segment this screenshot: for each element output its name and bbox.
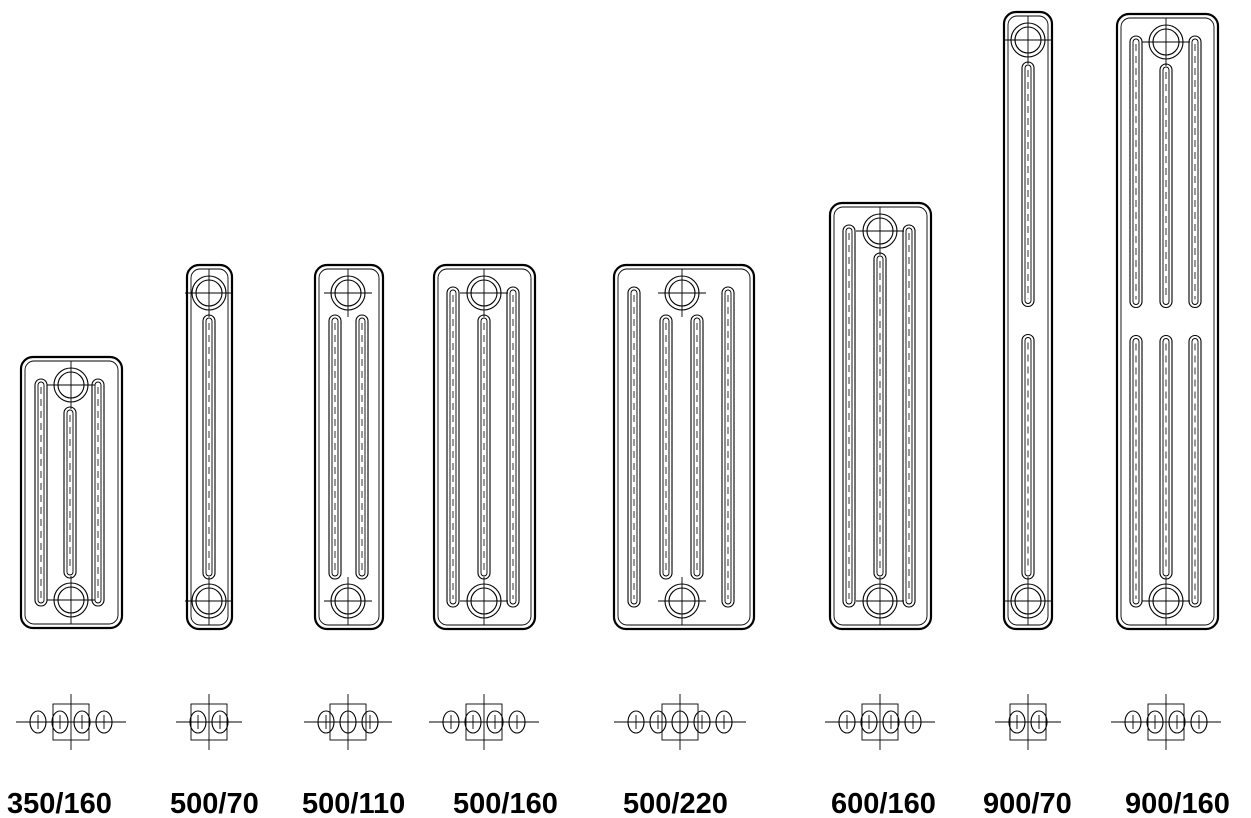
radiator-5: 500/220: [612, 263, 756, 818]
radiator-plan-view: [429, 694, 539, 750]
radiator-8: 900/160: [1111, 12, 1230, 818]
model-label: 500/70: [170, 788, 259, 818]
model-label: 500/160: [453, 788, 558, 818]
radiator-plan-view: [16, 694, 126, 750]
radiator-plan-view: [995, 694, 1061, 750]
radiator-7: 900/70: [983, 10, 1072, 818]
model-label: 500/110: [302, 788, 405, 818]
radiator-4: 500/160: [429, 263, 558, 818]
radiator-plan-view: [1111, 694, 1221, 750]
radiator-3: 500/110: [302, 263, 405, 818]
model-label: 600/160: [831, 788, 936, 818]
radiator-plan-view: [304, 694, 392, 750]
model-label: 900/160: [1125, 788, 1230, 818]
radiator-plan-view: [825, 694, 935, 750]
model-label: 350/160: [7, 788, 112, 818]
model-label: 900/70: [983, 788, 1072, 818]
radiator-body: [612, 263, 756, 631]
radiator-body: [19, 355, 124, 630]
radiator-1: 350/160: [7, 355, 126, 818]
radiator-body: [185, 263, 234, 631]
radiator-body: [1115, 12, 1220, 631]
radiator-body: [313, 263, 385, 631]
radiator-plan-view: [176, 694, 242, 750]
radiator-body: [1002, 10, 1054, 631]
radiator-6: 600/160: [825, 201, 936, 818]
radiator-body: [828, 201, 933, 631]
radiator-plan-view: [614, 694, 746, 750]
radiator-body: [432, 263, 537, 631]
model-label: 500/220: [623, 788, 728, 818]
radiator-2: 500/70: [170, 263, 259, 818]
